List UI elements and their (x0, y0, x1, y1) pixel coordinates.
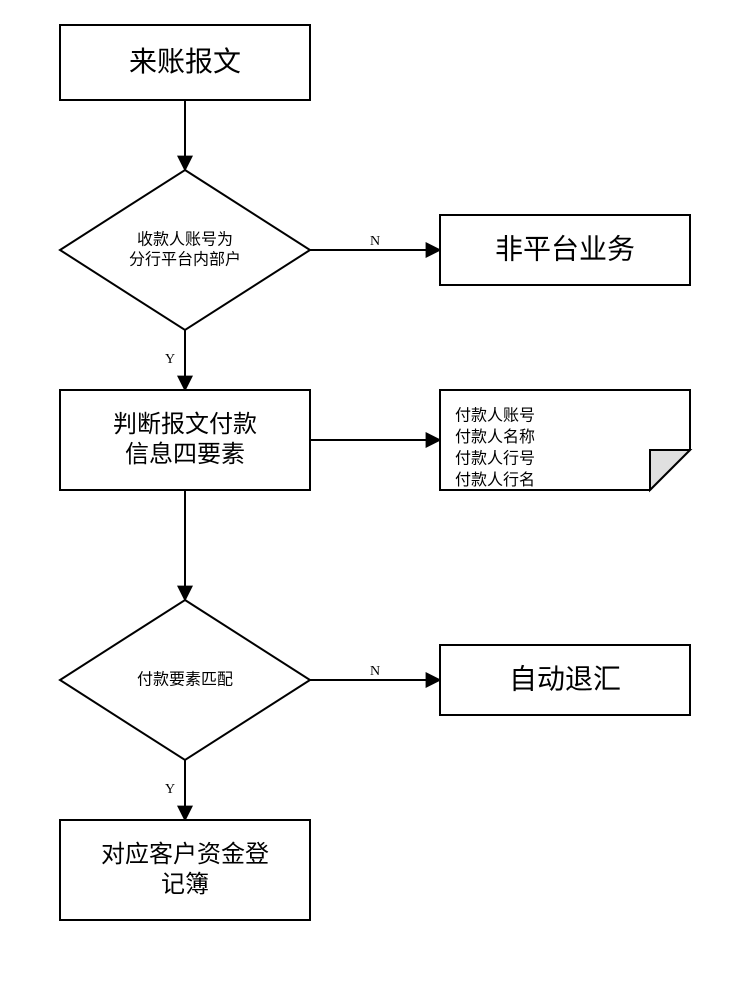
node-label: 信息四要素 (125, 441, 245, 468)
nodes-layer: 来账报文收款人账号为分行平台内部户非平台业务判断报文付款信息四要素付款人账号付款… (60, 25, 690, 920)
edge-label: Y (165, 782, 175, 797)
note-line: 付款人行名 (455, 471, 535, 489)
node-label: 来账报文 (129, 46, 241, 78)
note-line: 付款人账号 (455, 406, 535, 424)
node-note: 付款人账号付款人名称付款人行号付款人行名 (440, 390, 690, 490)
node-n2: 非平台业务 (440, 215, 690, 285)
node-n5: 对应客户资金登记簿 (60, 820, 310, 920)
node-label: 自动退汇 (509, 664, 621, 696)
flowchart-canvas: NYNY来账报文收款人账号为分行平台内部户非平台业务判断报文付款信息四要素付款人… (0, 0, 738, 1000)
node-n4: 自动退汇 (440, 645, 690, 715)
node-label: 收款人账号为 (137, 231, 233, 249)
node-label: 对应客户资金登 (101, 841, 269, 868)
node-label: 非平台业务 (495, 234, 635, 266)
edge-label: Y (165, 352, 175, 367)
note-line: 付款人行号 (455, 450, 535, 468)
node-label: 判断报文付款 (113, 411, 257, 438)
node-label: 付款要素匹配 (137, 671, 233, 689)
node-label: 记簿 (161, 871, 209, 898)
edge-label: N (370, 234, 380, 249)
node-d2: 付款要素匹配 (60, 600, 310, 760)
note-line: 付款人名称 (455, 428, 535, 446)
node-n1: 来账报文 (60, 25, 310, 100)
node-label: 分行平台内部户 (129, 251, 241, 269)
edge-label: N (370, 664, 380, 679)
node-n3: 判断报文付款信息四要素 (60, 390, 310, 490)
node-d1: 收款人账号为分行平台内部户 (60, 170, 310, 330)
